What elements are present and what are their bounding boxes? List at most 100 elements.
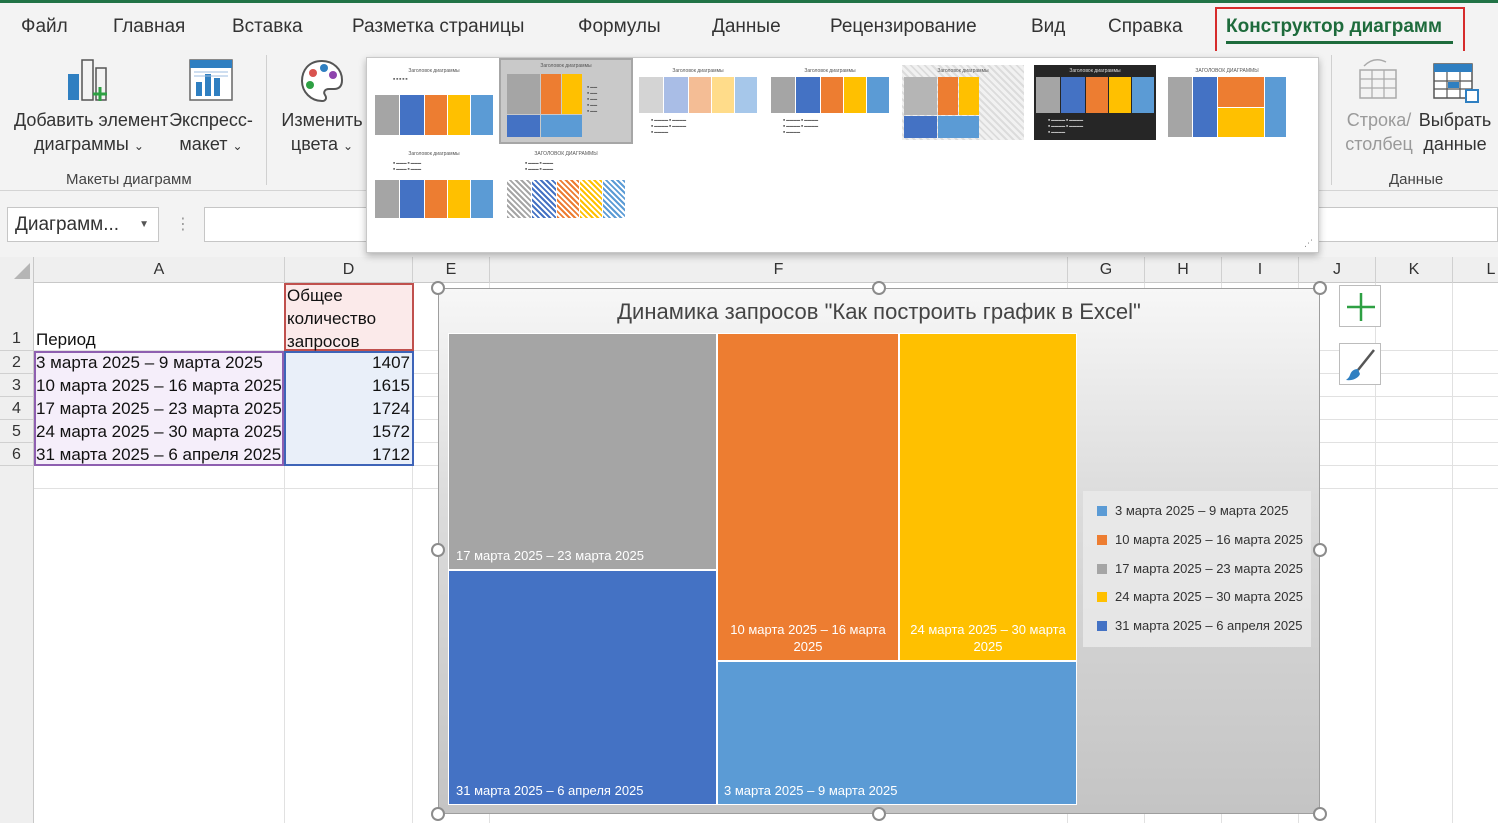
thumb-legend: ■ ■ ■ ■ ■ bbox=[393, 77, 408, 81]
switch-row-column-button[interactable]: Строка/ столбец bbox=[1343, 108, 1415, 156]
select-data-label: Выбрать bbox=[1418, 110, 1492, 130]
row-header-3[interactable]: 3 bbox=[0, 374, 34, 397]
chart-elements-button[interactable] bbox=[1339, 285, 1381, 327]
legend-item: 3 марта 2025 – 9 марта 2025 bbox=[1097, 503, 1289, 518]
cell-a2[interactable]: 3 марта 2025 – 9 марта 2025 bbox=[36, 353, 263, 372]
tab-data[interactable]: Данные bbox=[712, 16, 781, 37]
tab-formulas[interactable]: Формулы bbox=[578, 16, 661, 37]
chart-style-2-selected[interactable]: Заголовок диаграммы ■ ▬▬ ■ ▬▬ ■ ▬▬ ■ ▬▬ ■ ▬▬ bbox=[499, 58, 633, 144]
treemap-tile-3-9-march[interactable]: 3 марта 2025 – 9 марта 2025 bbox=[717, 661, 1077, 805]
resize-handle-bottom[interactable] bbox=[872, 807, 886, 821]
resize-handle-top-left[interactable] bbox=[431, 281, 445, 295]
quick-layout-button[interactable]: Экспресс- макет ⌄ bbox=[168, 108, 254, 158]
cell-d4[interactable]: 1724 bbox=[372, 399, 410, 418]
treemap-chart[interactable]: Динамика запросов "Как построить график … bbox=[438, 288, 1320, 814]
col-header-f[interactable]: F bbox=[490, 257, 1068, 283]
chart-title[interactable]: Динамика запросов "Как построить график … bbox=[617, 299, 1141, 324]
chart-style-8[interactable]: Заголовок диаграммы ■ ▬▬▬ ■ ▬▬▬ ■ ▬▬▬ ■ ▬… bbox=[373, 148, 495, 223]
cell-d2[interactable]: 1407 bbox=[372, 353, 410, 372]
change-colors-button[interactable]: Изменить цвета ⌄ bbox=[280, 108, 364, 158]
quick-layout-icon[interactable] bbox=[186, 56, 236, 106]
treemap-tile-17-23-march[interactable]: 17 марта 2025 – 23 марта 2025 bbox=[448, 333, 717, 570]
resize-handle-right[interactable] bbox=[1313, 543, 1327, 557]
select-all-corner[interactable] bbox=[0, 257, 34, 283]
chart-style-1[interactable]: Заголовок диаграммы ■ ■ ■ ■ ■ bbox=[373, 65, 495, 140]
row-header-1[interactable]: 1 bbox=[0, 283, 34, 351]
chart-style-6[interactable]: Заголовок диаграммы ■ ▬▬▬▬ ■ ▬▬▬▬ ■ ▬▬▬▬ … bbox=[1034, 65, 1156, 140]
cell-d1[interactable]: Общее количество запросов bbox=[287, 284, 376, 353]
col-header-g[interactable]: G bbox=[1068, 257, 1145, 283]
cell-a3[interactable]: 10 марта 2025 – 16 марта 2025 bbox=[36, 376, 282, 395]
group-label-data: Данные bbox=[1389, 171, 1444, 188]
tile-label: 10 марта 2025 – 16 марта 2025 bbox=[718, 621, 898, 655]
tab-insert[interactable]: Вставка bbox=[232, 16, 303, 37]
resize-handle-top[interactable] bbox=[872, 281, 886, 295]
treemap-tile-10-16-march[interactable]: 10 марта 2025 – 16 марта 2025 bbox=[717, 333, 899, 661]
resize-handle-left[interactable] bbox=[431, 543, 445, 557]
row-header-4[interactable]: 4 bbox=[0, 397, 34, 420]
cell-a6[interactable]: 31 марта 2025 – 6 апреля 2025 bbox=[36, 445, 282, 464]
chart-styles-gallery[interactable]: Заголовок диаграммы ■ ■ ■ ■ ■ Заголовок … bbox=[366, 57, 1319, 253]
tab-file[interactable]: Файл bbox=[21, 16, 68, 37]
thumb-title: Заголовок диаграммы bbox=[804, 68, 856, 74]
cell-a5[interactable]: 24 марта 2025 – 30 марта 2025 bbox=[36, 422, 282, 441]
select-data-icon[interactable] bbox=[1430, 56, 1480, 106]
treemap-tile-24-30-march[interactable]: 24 марта 2025 – 30 марта 2025 bbox=[899, 333, 1077, 661]
tab-review[interactable]: Рецензирование bbox=[830, 16, 977, 37]
thumb-title: ЗАГОЛОВОК ДИАГРАММЫ bbox=[534, 151, 598, 157]
resize-handle-bottom-right[interactable] bbox=[1313, 807, 1327, 821]
col-header-k[interactable]: K bbox=[1376, 257, 1453, 283]
legend-label: 10 марта 2025 – 16 марта 2025 bbox=[1115, 532, 1303, 547]
chart-style-9[interactable]: ЗАГОЛОВОК ДИАГРАММЫ ■ ▬▬▬ ■ ▬▬▬ ■ ▬▬▬ ■ ▬… bbox=[505, 148, 627, 223]
name-box[interactable]: Диаграмм... ▼ bbox=[7, 207, 159, 242]
resize-handle-bottom-left[interactable] bbox=[431, 807, 445, 821]
col-header-e[interactable]: E bbox=[413, 257, 490, 283]
add-chart-element-icon[interactable] bbox=[62, 56, 116, 106]
quick-layout-label-2: макет bbox=[179, 134, 228, 154]
chevron-down-icon: ⌄ bbox=[133, 139, 144, 153]
cell-d6[interactable]: 1712 bbox=[372, 445, 410, 464]
add-chart-element-button[interactable]: Добавить элемент диаграммы ⌄ bbox=[14, 108, 169, 158]
cell-d5[interactable]: 1572 bbox=[372, 422, 410, 441]
switch-row-column-icon[interactable] bbox=[1354, 56, 1402, 104]
cell-d1-line: количество bbox=[287, 309, 377, 328]
chevron-down-icon: ⌄ bbox=[232, 139, 243, 153]
resize-handle-top-right[interactable] bbox=[1313, 281, 1327, 295]
tab-chart-design-label: Конструктор диаграмм bbox=[1226, 16, 1443, 37]
col-header-j[interactable]: J bbox=[1299, 257, 1376, 283]
values-range-highlight bbox=[284, 351, 414, 466]
row-header-2[interactable]: 2 bbox=[0, 351, 34, 374]
tab-page-layout[interactable]: Разметка страницы bbox=[352, 16, 525, 37]
row-header-6[interactable]: 6 bbox=[0, 443, 34, 466]
tab-help[interactable]: Справка bbox=[1108, 16, 1183, 37]
treemap-tile-31-march-6-april[interactable]: 31 марта 2025 – 6 апреля 2025 bbox=[448, 570, 717, 805]
tab-chart-design[interactable]: Конструктор диаграмм bbox=[1215, 7, 1465, 53]
resize-grip-icon[interactable]: ⋰ bbox=[1304, 238, 1313, 248]
select-data-button[interactable]: Выбрать данные bbox=[1417, 108, 1493, 156]
legend-label: 24 марта 2025 – 30 марта 2025 bbox=[1115, 589, 1303, 604]
col-header-d[interactable]: D bbox=[285, 257, 413, 283]
col-header-h[interactable]: H bbox=[1145, 257, 1222, 283]
thumb-legend: ■ ▬▬▬ ■ ▬▬▬ ■ ▬▬▬ ■ ▬▬▬ bbox=[525, 161, 554, 171]
cell-d3[interactable]: 1615 bbox=[372, 376, 410, 395]
chart-style-5[interactable]: Заголовок диаграммы bbox=[902, 65, 1024, 140]
tab-view[interactable]: Вид bbox=[1031, 16, 1066, 37]
tile-label: 31 марта 2025 – 6 апреля 2025 bbox=[456, 783, 644, 798]
col-header-a[interactable]: A bbox=[34, 257, 285, 283]
row-header-5[interactable]: 5 bbox=[0, 420, 34, 443]
caret-down-icon[interactable]: ▼ bbox=[139, 219, 149, 230]
col-header-i[interactable]: I bbox=[1222, 257, 1299, 283]
chart-style-4[interactable]: Заголовок диаграммы ■ ▬▬▬▬ ■ ▬▬▬▬ ■ ▬▬▬▬ … bbox=[769, 65, 891, 140]
chart-legend[interactable]: 3 марта 2025 – 9 марта 2025 10 марта 202… bbox=[1083, 491, 1311, 647]
col-header-l[interactable]: L bbox=[1453, 257, 1498, 283]
row-header-rest bbox=[0, 466, 34, 823]
ribbon-separator bbox=[1331, 55, 1332, 185]
add-chart-element-label: Добавить элемент bbox=[14, 110, 169, 130]
cell-a1[interactable]: Период bbox=[36, 330, 96, 349]
chart-styles-button[interactable] bbox=[1339, 343, 1381, 385]
tab-home[interactable]: Главная bbox=[113, 16, 186, 37]
chart-style-7[interactable]: ЗАГОЛОВОК ДИАГРАММЫ bbox=[1166, 65, 1288, 140]
chart-style-3[interactable]: Заголовок диаграммы ■ ▬▬▬▬ ■ ▬▬▬▬ ■ ▬▬▬▬ … bbox=[637, 65, 759, 140]
cell-a4[interactable]: 17 марта 2025 – 23 марта 2025 bbox=[36, 399, 282, 418]
palette-icon[interactable] bbox=[298, 57, 346, 105]
